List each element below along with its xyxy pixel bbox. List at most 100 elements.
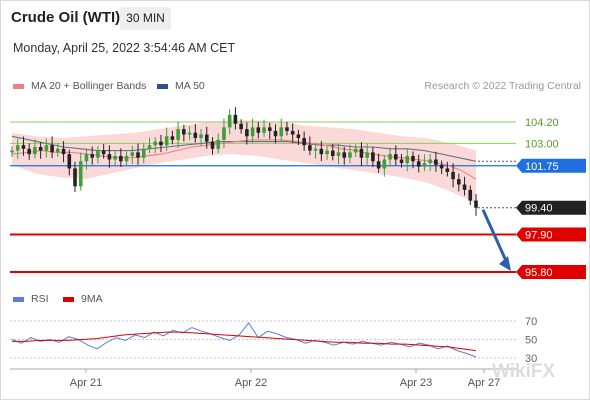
candle-body xyxy=(279,127,284,137)
candle-body xyxy=(285,127,289,131)
level-badge-shape xyxy=(516,158,586,173)
candle-body xyxy=(187,132,192,135)
timeframe-badge[interactable]: 30 MIN xyxy=(120,7,171,30)
candle-body xyxy=(239,123,243,130)
candle-body xyxy=(325,150,329,155)
ma20-line xyxy=(11,139,477,180)
x-tick-label: Apr 21 xyxy=(70,377,102,389)
level-badge-label: 99.40 xyxy=(525,203,553,215)
x-tick-label: Apr 22 xyxy=(235,377,267,389)
candle-body xyxy=(96,150,100,158)
candle-body xyxy=(267,127,272,131)
candle-body xyxy=(411,155,415,162)
candle-body xyxy=(256,127,261,133)
candle-body xyxy=(227,114,232,128)
candle-body xyxy=(313,148,318,151)
rsi-swatch xyxy=(13,296,24,302)
candle-body xyxy=(50,145,54,153)
legend-ma50: MA 50 xyxy=(157,80,205,92)
level-badge-last: 99.40 xyxy=(516,200,586,215)
candle-body xyxy=(474,200,478,208)
ma50-swatch xyxy=(157,83,168,89)
candle-body xyxy=(164,136,169,146)
candle-body xyxy=(78,161,83,187)
projection-arrow-head xyxy=(499,256,511,271)
candle-body xyxy=(319,148,324,155)
level-badge-label: 95.80 xyxy=(525,267,553,279)
candle-body xyxy=(233,114,238,124)
legend-ma50-label: MA 50 xyxy=(175,80,205,92)
candle-body xyxy=(44,145,49,151)
level-badge-shape xyxy=(516,227,586,242)
candle-body xyxy=(428,159,432,164)
candle-body xyxy=(193,132,198,139)
candle-body xyxy=(119,155,123,162)
candle-body xyxy=(439,164,444,169)
candle-body xyxy=(21,145,26,149)
candle-body xyxy=(124,155,129,162)
candle-body xyxy=(262,127,266,133)
candle-body xyxy=(245,129,249,137)
candle-body xyxy=(101,150,106,155)
level-label-resistance: 103.00 xyxy=(525,138,559,150)
candles xyxy=(10,107,478,216)
candle-body xyxy=(73,168,77,187)
ma50-line xyxy=(11,135,477,162)
candle-body xyxy=(296,134,301,139)
candle-body xyxy=(336,152,341,156)
rsi-9ma-line xyxy=(12,331,477,352)
candle-body xyxy=(130,152,135,156)
level-badge-support: 95.80 xyxy=(516,265,586,279)
candle-body xyxy=(199,134,203,139)
candle-body xyxy=(170,136,175,140)
watermark-text: WikiFX xyxy=(492,361,555,382)
candle-body xyxy=(67,154,72,169)
candle-body xyxy=(27,148,31,155)
bollinger-band-area xyxy=(12,120,476,205)
candle-body xyxy=(250,127,255,137)
candle-body xyxy=(113,155,117,160)
candle-body xyxy=(382,159,387,169)
candle-body xyxy=(434,159,438,165)
candle-body xyxy=(422,163,427,167)
candle-body xyxy=(290,130,295,135)
candle-body xyxy=(210,141,215,149)
level-badge-support: 97.90 xyxy=(516,227,586,242)
candle-body xyxy=(216,139,221,149)
candle-body xyxy=(359,148,364,158)
candle-body xyxy=(302,138,306,146)
candle-body xyxy=(342,152,347,158)
legend-9ma-label: 9MA xyxy=(81,293,103,305)
legend-9ma: 9MA xyxy=(63,293,103,305)
legend-ma20-label: MA 20 + Bollinger Bands xyxy=(31,80,147,92)
candle-body xyxy=(84,154,89,162)
candle-body xyxy=(388,154,392,160)
candle-body xyxy=(15,145,20,151)
candle-body xyxy=(61,148,66,155)
level-badge-label: 97.90 xyxy=(525,230,553,242)
research-credit: Research © 2022 Trading Central xyxy=(424,80,581,92)
instrument-title: Crude Oil (WTI) xyxy=(11,9,121,26)
candle-body xyxy=(38,147,43,151)
candle-body xyxy=(147,145,152,149)
candle-body xyxy=(33,147,37,155)
legend-rsi-label: RSI xyxy=(31,293,49,305)
candle-body xyxy=(56,148,60,153)
x-tick-label: Apr 23 xyxy=(400,377,432,389)
level-badge-pivot: 101.75 xyxy=(516,158,586,173)
candle-body xyxy=(107,154,112,160)
candle-body xyxy=(176,129,180,140)
level-label-resistance: 104.20 xyxy=(525,117,559,129)
candle-body xyxy=(353,148,358,153)
candle-body xyxy=(159,141,163,146)
ma9-swatch xyxy=(63,296,74,302)
candle-body xyxy=(462,184,467,190)
candle-body xyxy=(394,154,398,160)
level-badge-label: 101.75 xyxy=(525,161,559,173)
candle-body xyxy=(445,168,450,172)
rsi-tick-label: 50 xyxy=(525,335,537,347)
candle-body xyxy=(141,148,146,158)
candle-body xyxy=(405,155,410,164)
candle-body xyxy=(330,150,335,156)
